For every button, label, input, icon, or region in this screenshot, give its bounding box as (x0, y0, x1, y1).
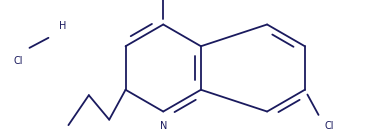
Text: N: N (160, 121, 167, 131)
Text: Cl: Cl (325, 121, 334, 131)
Text: Cl: Cl (14, 56, 23, 66)
Text: H: H (59, 21, 67, 31)
